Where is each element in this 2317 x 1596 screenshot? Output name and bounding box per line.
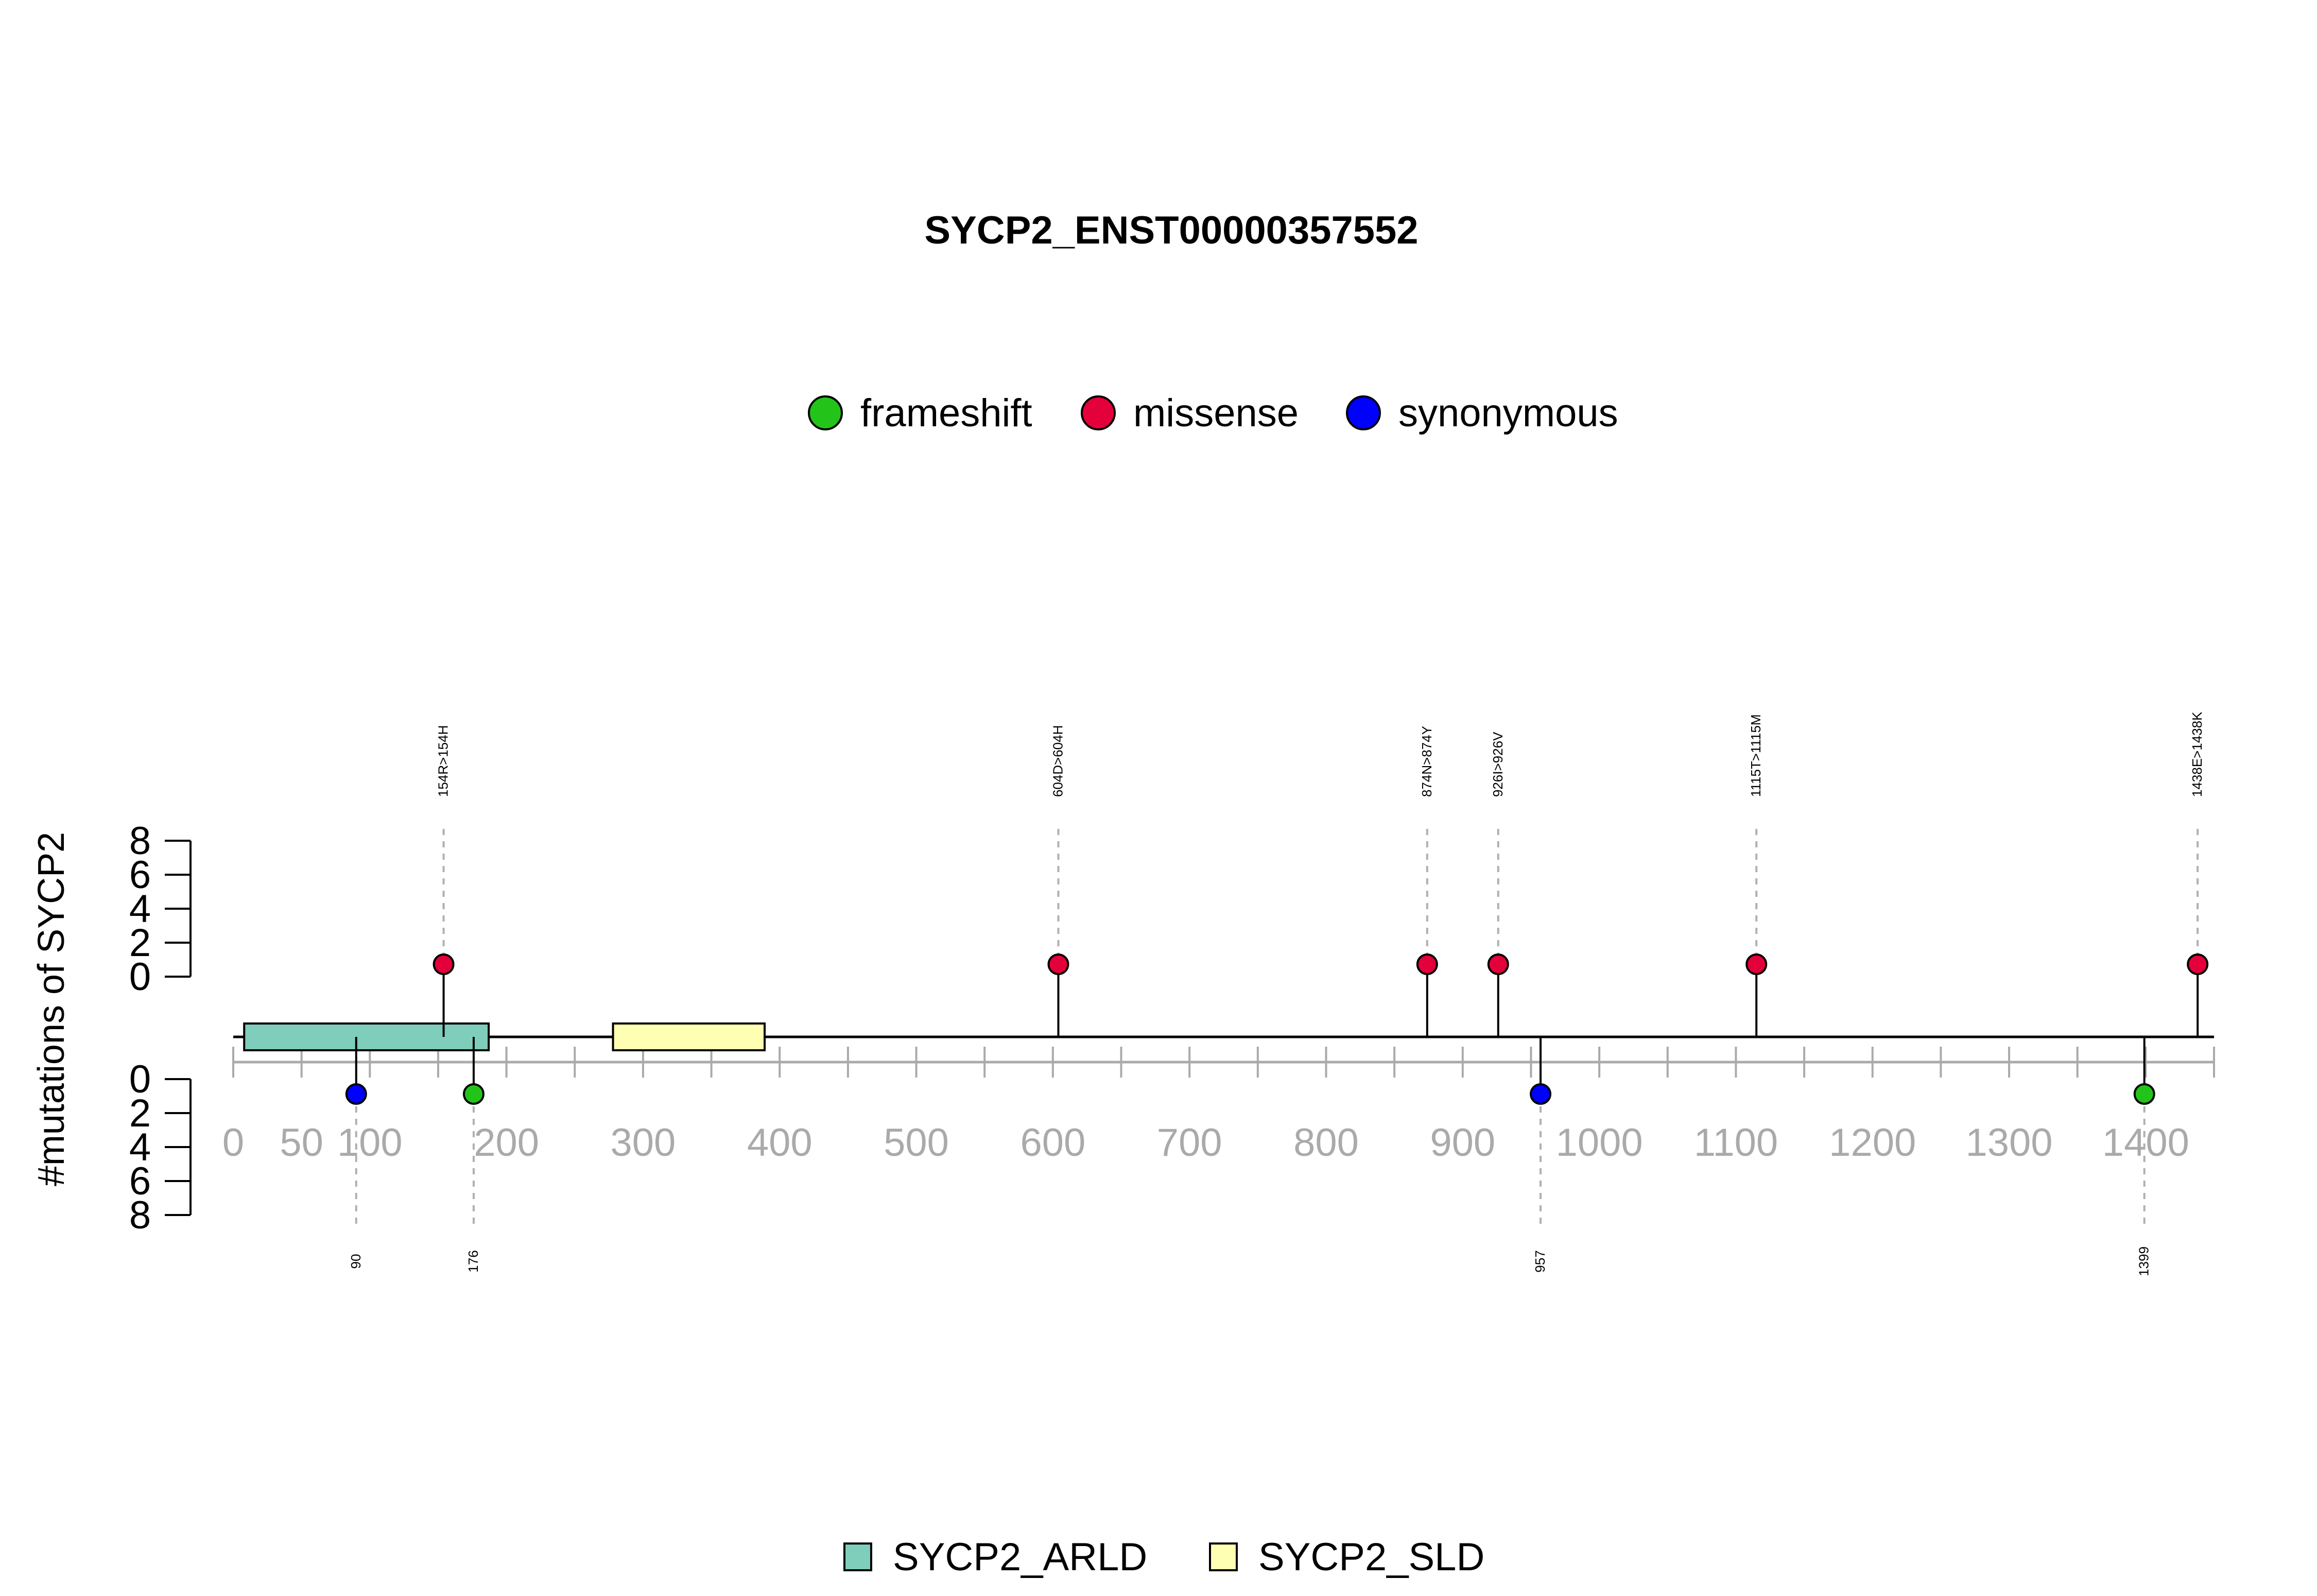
x-tick-label: 700 <box>1157 1121 1222 1165</box>
lower-lollipop-head <box>2133 1083 2155 1105</box>
chart-title: SYCP2_ENST00000357552 <box>924 209 1418 252</box>
upper-lollipop-head <box>2187 953 2209 975</box>
x-tick-label: 800 <box>1293 1121 1359 1165</box>
upper-y-tick-label: 0 <box>129 955 151 999</box>
domain-legend-label: SYCP2_SLD <box>1258 1535 1484 1579</box>
x-tick-label: 1300 <box>1965 1121 2052 1165</box>
lower-mutation-label: 90 <box>348 1254 364 1269</box>
lower-lollipop-head <box>345 1083 367 1105</box>
x-tick-label: 1200 <box>1829 1121 1916 1165</box>
lower-mutation-label: 176 <box>465 1250 481 1272</box>
x-tick-label: 600 <box>1020 1121 1085 1165</box>
upper-y-tick-label: 4 <box>129 887 151 931</box>
x-tick-label: 400 <box>747 1121 812 1165</box>
y-axis-label: #mutations of SYCP2 <box>31 832 72 1186</box>
x-tick-label: 1000 <box>1556 1121 1643 1165</box>
domain-SYCP2_SLD <box>612 1022 766 1051</box>
domain-legend-label: SYCP2_ARLD <box>893 1535 1147 1579</box>
upper-mutation-label: 604D>604H <box>1050 725 1065 797</box>
legend-marker-frameshift <box>808 395 843 430</box>
lower-y-tick-label: 4 <box>129 1125 151 1169</box>
x-tick-label: 300 <box>611 1121 676 1165</box>
lower-y-tick-label: 0 <box>129 1057 151 1101</box>
x-tick-label: 0 <box>222 1121 244 1165</box>
lower-lollipop-head <box>1530 1083 1552 1105</box>
x-tick-label: 500 <box>884 1121 949 1165</box>
x-tick-label: 1100 <box>1694 1121 1778 1165</box>
x-tick-label: 100 <box>337 1121 403 1165</box>
upper-lollipop-head <box>1487 953 1509 975</box>
domain-legend: SYCP2_ARLD SYCP2_SLD <box>843 1535 1484 1579</box>
mutation-type-legend: frameshift missense synonymous <box>808 391 1618 435</box>
upper-mutation-label: 154R>154H <box>436 725 451 797</box>
x-tick-label: 1400 <box>2102 1121 2189 1165</box>
upper-y-tick-label: 8 <box>129 819 151 863</box>
legend-marker-synonymous <box>1346 395 1381 430</box>
lower-y-tick-label: 6 <box>129 1159 151 1203</box>
domain-legend-swatch <box>843 1542 872 1571</box>
legend-marker-missense <box>1081 395 1116 430</box>
lower-lollipop-head <box>462 1083 485 1105</box>
lower-mutation-label: 957 <box>1532 1250 1548 1272</box>
x-tick-label: 50 <box>280 1121 323 1165</box>
upper-mutation-label: 1115T>1115M <box>1748 714 1763 797</box>
x-tick-label: 900 <box>1430 1121 1495 1165</box>
legend-label-frameshift: frameshift <box>860 391 1032 435</box>
lower-mutation-label: 1399 <box>2136 1246 2152 1276</box>
upper-y-tick-label: 2 <box>129 921 151 965</box>
upper-mutation-label: 874N>874Y <box>1419 726 1434 797</box>
upper-lollipop-head <box>1416 953 1438 975</box>
upper-mutation-label: 1438E>1438K <box>2189 712 2205 797</box>
domain-SYCP2_ARLD <box>243 1022 490 1051</box>
lower-y-tick-label: 8 <box>129 1193 151 1237</box>
upper-lollipop-head <box>433 953 455 975</box>
x-tick-label: 200 <box>474 1121 539 1165</box>
lower-y-tick-label: 2 <box>129 1091 151 1135</box>
upper-lollipop-head <box>1047 953 1069 975</box>
upper-mutation-label: 926I>926V <box>1490 732 1506 797</box>
legend-label-missense: missense <box>1133 391 1299 435</box>
upper-lollipop-head <box>1745 953 1768 975</box>
legend-label-synonymous: synonymous <box>1398 391 1618 435</box>
domain-legend-swatch <box>1209 1542 1238 1571</box>
upper-y-tick-label: 6 <box>129 853 151 897</box>
